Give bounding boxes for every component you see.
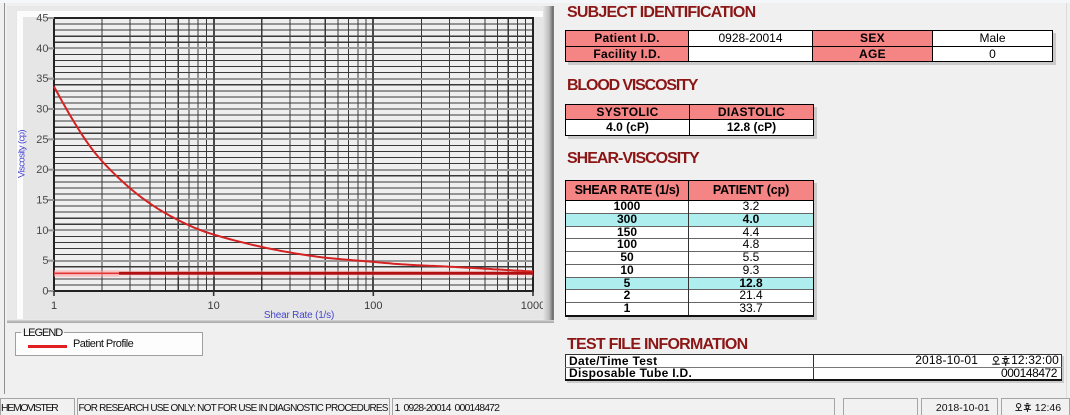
svg-text:15: 15 — [36, 195, 48, 207]
svg-text:100: 100 — [364, 300, 382, 312]
svg-text:20: 20 — [36, 164, 48, 176]
svg-text:Viscosity (cp): Viscosity (cp) — [17, 130, 28, 178]
svg-text:10: 10 — [208, 300, 220, 312]
svg-text:10: 10 — [36, 225, 48, 237]
svg-text:5: 5 — [42, 255, 48, 267]
svg-text:1000: 1000 — [521, 300, 545, 312]
svg-text:35: 35 — [36, 73, 48, 85]
svg-text:30: 30 — [36, 104, 48, 116]
svg-text:1: 1 — [51, 300, 57, 312]
svg-text:Shear Rate (1/s): Shear Rate (1/s) — [264, 310, 334, 321]
svg-text:40: 40 — [36, 43, 48, 55]
svg-text:0: 0 — [42, 286, 48, 298]
svg-text:25: 25 — [36, 134, 48, 146]
svg-text:45: 45 — [36, 13, 48, 25]
